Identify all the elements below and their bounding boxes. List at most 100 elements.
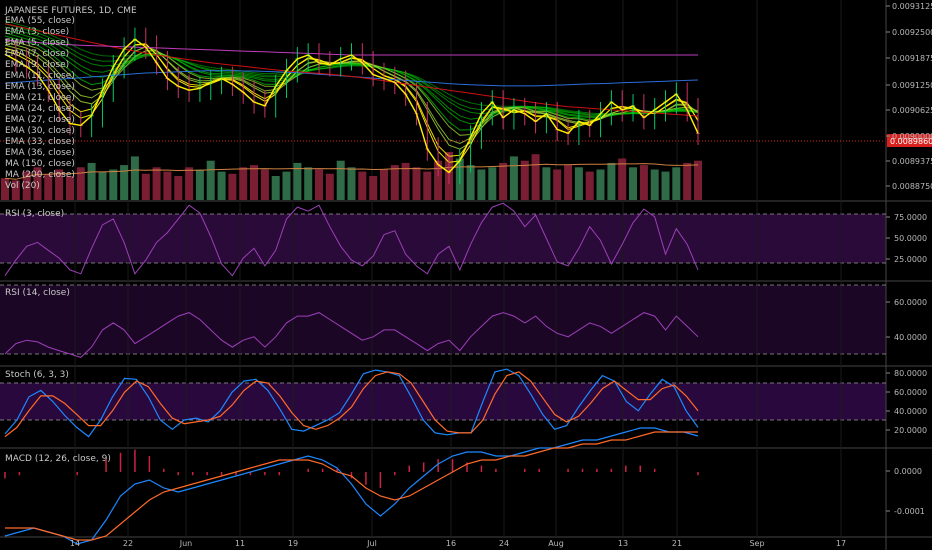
legend-item-12: EMA (36, close) — [5, 148, 75, 158]
volume-bar-36 — [390, 165, 399, 200]
volume-bar-47 — [509, 156, 518, 200]
rsi14-line — [4, 312, 699, 358]
volume-bar-20 — [217, 171, 226, 200]
volume-bar-52 — [564, 165, 573, 200]
chart-title: JAPANESE FUTURES, 1D, CME — [4, 6, 137, 16]
volume-bar-57 — [618, 158, 627, 200]
volume-bar-59 — [639, 165, 648, 200]
rsi3-tick-label-0: 75.0000 — [894, 213, 927, 222]
volume-bar-38 — [412, 167, 421, 200]
volume-bar-55 — [596, 169, 605, 200]
volume-bar-9 — [98, 171, 107, 200]
price-tick-label-3: 0.0091250 — [892, 81, 932, 90]
time-tick-label-0: 14 — [70, 539, 80, 548]
volume-bar-16 — [174, 176, 183, 200]
legend-item-2: EMA (5, close) — [5, 38, 69, 48]
legend-item-4: EMA (9, close) — [5, 60, 69, 70]
ma200-line — [4, 23, 699, 117]
legend-item-5: EMA (11, close) — [5, 71, 75, 81]
volume-bar-63 — [683, 162, 692, 200]
rsi14-band — [0, 285, 886, 354]
volume-bar-6 — [66, 176, 74, 200]
volume-bar-58 — [629, 167, 637, 200]
volume-bar-49 — [531, 154, 540, 200]
overlay-legend[interactable]: EMA (55, close)EMA (3, close)EMA (5, clo… — [5, 16, 75, 191]
rsi3-tick-label-1: 50.0000 — [894, 234, 927, 243]
rsi14-tick-label-0: 60.0000 — [894, 298, 927, 307]
time-tick-label-6: 16 — [446, 539, 456, 548]
legend-item-8: EMA (24, close) — [5, 104, 75, 114]
rsi3-tick-label-2: 25.0000 — [894, 255, 927, 264]
price-line — [4, 38, 699, 174]
legend-item-15: Vol (20) — [5, 181, 40, 191]
time-tick-label-3: 11 — [235, 539, 245, 548]
time-tick-label-5: Jul — [366, 539, 377, 548]
volume-bar-17 — [185, 167, 194, 200]
time-tick-label-10: 21 — [672, 539, 682, 548]
volume-ma-line — [4, 163, 699, 180]
price-tick-label-7: 0.0088750 — [892, 182, 932, 191]
price-tick-label-2: 0.0091875 — [892, 54, 932, 63]
volume-bar-10 — [109, 169, 118, 200]
stoch-tick-label-1: 60.0000 — [894, 388, 927, 397]
volume-bar-2 — [22, 171, 31, 200]
price-tick-label-6: 0.0089375 — [892, 157, 932, 166]
volume-bar-62 — [672, 167, 681, 200]
volume-bar-30 — [325, 173, 334, 200]
volume-bar-22 — [239, 167, 248, 200]
volume-bar-29 — [315, 169, 323, 200]
volume-bar-43 — [466, 165, 475, 200]
volume-bar-39 — [423, 171, 432, 200]
volume-bar-48 — [520, 160, 529, 200]
volume-bar-31 — [336, 160, 345, 200]
last-price-value: 0.0089860 — [890, 137, 932, 146]
volume-bar-14 — [152, 167, 161, 200]
time-tick-label-4: 19 — [288, 539, 298, 548]
price-tick-label-5: 0.0090000 — [892, 132, 932, 141]
volume-bar-37 — [401, 162, 410, 200]
volume-bar-60 — [650, 169, 659, 200]
volume-bar-33 — [358, 171, 367, 200]
stoch-tick-label-2: 40.0000 — [894, 407, 927, 416]
stoch-tick-label-3: 20.0000 — [894, 426, 927, 435]
last-price-badge — [887, 134, 932, 147]
rsi14-tick-label-1: 40.0000 — [894, 333, 927, 342]
volume-bar-12 — [130, 156, 139, 200]
legend-item-14: MA (200, close) — [5, 170, 75, 180]
rsi3-label: RSI (3, close) — [5, 209, 64, 219]
volume-bar-46 — [499, 162, 508, 200]
price-axis[interactable]: 0.0093125 0.0092500 0.0091875 0.0091250 0.00… — [886, 2, 932, 516]
stoch-band — [0, 383, 886, 420]
legend-item-7: EMA (21, close) — [5, 93, 75, 103]
volume-bar-56 — [607, 162, 616, 200]
volume-bar-21 — [228, 173, 237, 200]
time-tick-label-8: Aug — [548, 539, 564, 548]
volume-bar-64 — [694, 160, 702, 200]
macd-tick-label-1: -0.0001 — [894, 507, 925, 516]
legend-item-13: MA (150, close) — [5, 159, 75, 169]
legend-item-3: EMA (7, close) — [5, 49, 69, 59]
volume-bar-61 — [661, 171, 670, 200]
volume-bar-13 — [141, 173, 150, 200]
volume-bar-54 — [585, 171, 594, 200]
volume-bar-25 — [271, 176, 280, 200]
legend-item-10: EMA (30, close) — [5, 126, 75, 136]
price-tick-label-1: 0.0092500 — [892, 28, 932, 37]
stoch-label: Stoch (6, 3, 3) — [5, 370, 69, 380]
volume-bar-34 — [369, 176, 378, 200]
volume-bar-50 — [542, 167, 551, 200]
macd-line — [4, 427, 699, 545]
price-tick-label-4: 0.0090625 — [892, 106, 932, 115]
time-tick-label-11: Sep — [749, 539, 764, 548]
volume-bar-24 — [260, 169, 269, 200]
volume-bar-26 — [282, 171, 291, 200]
time-tick-label-7: 24 — [499, 539, 509, 548]
time-tick-label-12: 17 — [836, 539, 846, 548]
rsi14-label: RSI (14, close) — [5, 288, 70, 298]
time-tick-label-1: 22 — [123, 539, 133, 548]
time-axis[interactable]: 14 22 Jun 11 19 Jul 16 24 Aug 13 21 Sep 17 — [70, 539, 846, 548]
volume-bar-45 — [488, 167, 497, 200]
macd-label: MACD (12, 26, close, 9) — [5, 454, 111, 464]
